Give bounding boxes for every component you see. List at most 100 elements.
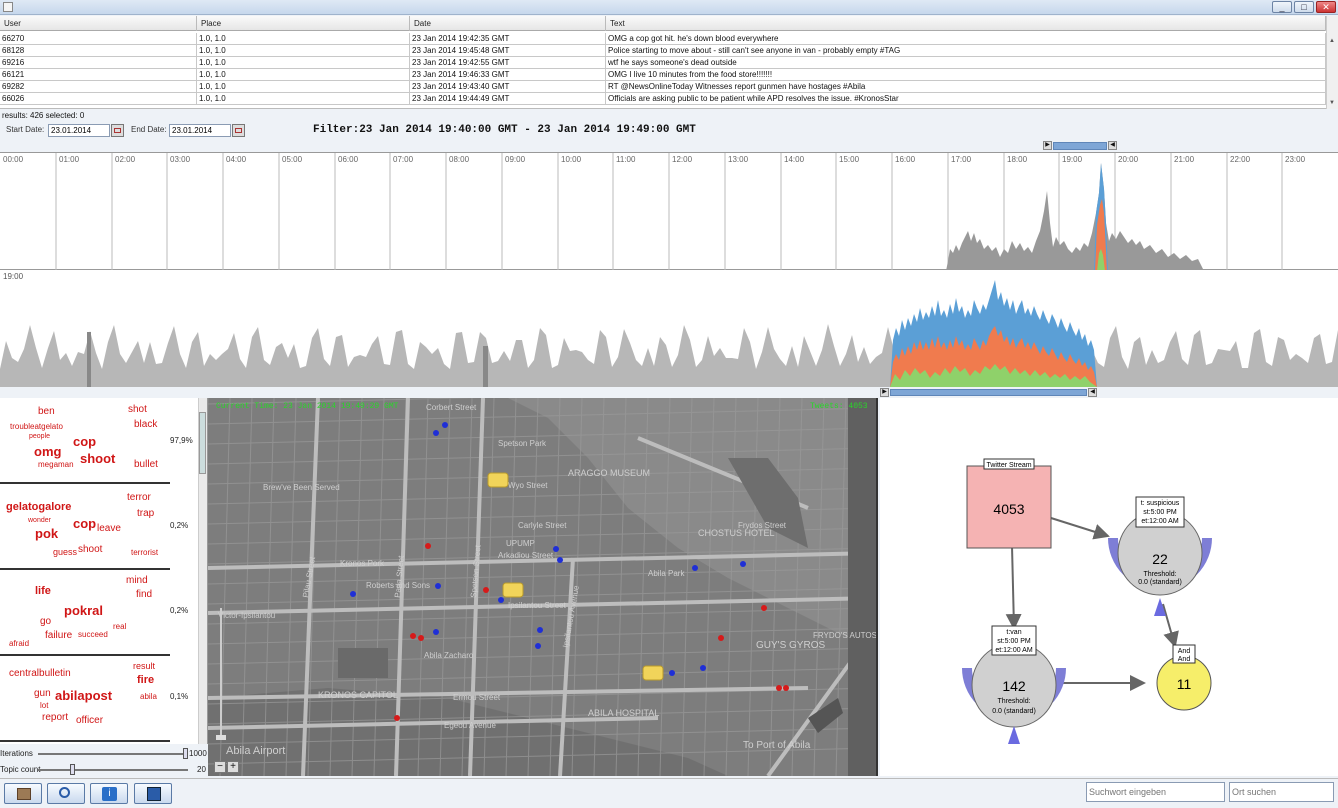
topic-scrollbar[interactable]: [198, 398, 207, 744]
svg-text:Arkadiou Street: Arkadiou Street: [498, 551, 554, 560]
range-left-handle[interactable]: ▶: [1043, 141, 1052, 150]
keyword-search-input[interactable]: [1086, 782, 1225, 802]
city-map[interactable]: Corbert Street Spetson Park Wyo Street A…: [208, 398, 878, 776]
detail-range-slider[interactable]: ▶ ◀: [880, 388, 1098, 397]
svg-text:Ipsilantou Street: Ipsilantou Street: [508, 601, 567, 610]
table-cell: 1.0, 1.0: [197, 57, 410, 69]
zoom-out-button[interactable]: −: [214, 761, 226, 773]
iterations-slider[interactable]: [183, 748, 188, 759]
tweet-marker: [394, 715, 400, 721]
title-bar: [0, 0, 1338, 15]
topic-scroll-thumb[interactable]: [199, 412, 206, 474]
range-right-handle[interactable]: ◀: [1108, 141, 1117, 150]
table-cell: Officials are asking public to be patien…: [606, 93, 1326, 105]
tweet-marker: [692, 565, 698, 571]
column-place[interactable]: Place: [197, 16, 410, 31]
save-button[interactable]: [134, 783, 172, 804]
column-text[interactable]: Text: [606, 16, 1326, 31]
topic-count-track[interactable]: [38, 769, 188, 771]
detail-timeline[interactable]: 19:00: [0, 270, 1338, 387]
hour-label: 04:00: [226, 155, 247, 164]
svg-text:ABILA HOSPITAL: ABILA HOSPITAL: [588, 708, 659, 718]
svg-text:Egeou Avenue: Egeou Avenue: [444, 721, 496, 730]
table-row[interactable]: 66026 1.0, 1.0 23 Jan 2014 19:44:49 GMT Off…: [0, 93, 1326, 105]
table-cell: Police starting to move about - still ca…: [606, 45, 1326, 57]
hour-label: 00:00: [3, 155, 24, 164]
hour-label: 17:00: [951, 155, 972, 164]
iterations-track[interactable]: [38, 753, 186, 755]
filter-graph[interactable]: Twitter Stream 4053 t: suspicious st:5:0…: [880, 398, 1338, 776]
topic-cloud[interactable]: ben shot troubleatgelato black people co…: [0, 400, 170, 484]
overview-chart: [55, 153, 1283, 271]
end-calendar-icon[interactable]: [232, 124, 245, 137]
topic-count-value: 20: [197, 765, 206, 774]
svg-text:et:12:00 AM: et:12:00 AM: [1141, 518, 1179, 525]
start-date-input[interactable]: [48, 124, 110, 137]
add-info-button[interactable]: i: [90, 783, 128, 804]
topic-panel[interactable]: ben shot troubleatgelato black people co…: [0, 398, 208, 744]
hour-label: 22:00: [1230, 155, 1251, 164]
table-row[interactable]: 69216 1.0, 1.0 23 Jan 2014 19:42:55 GMT wtf…: [0, 57, 1326, 69]
table-row[interactable]: 66121 1.0, 1.0 23 Jan 2014 19:46:33 GMT OMG…: [0, 69, 1326, 81]
tweet-marker: [776, 685, 782, 691]
svg-text:11: 11: [1177, 676, 1192, 692]
hour-label: 07:00: [393, 155, 414, 164]
table-cell: 23 Jan 2014 19:43:40 GMT: [410, 81, 606, 93]
svg-text:Abila Park: Abila Park: [648, 569, 685, 578]
table-cell: 1.0, 1.0: [197, 81, 410, 93]
svg-text:Brew've Been Served: Brew've Been Served: [263, 483, 340, 492]
map-tweet-count: Tweets: 4053: [810, 402, 868, 411]
search-button[interactable]: [47, 783, 85, 804]
svg-text:Spetson Park: Spetson Park: [498, 439, 547, 448]
svg-text:Roberts and Sons: Roberts and Sons: [366, 581, 430, 590]
svg-text:4053: 4053: [993, 501, 1024, 517]
maximize-button[interactable]: □: [1294, 1, 1314, 13]
svg-text:And: And: [1178, 648, 1191, 655]
table-row[interactable]: 69282 1.0, 1.0 23 Jan 2014 19:43:40 GMT RT …: [0, 81, 1326, 93]
svg-text:Kronos Pork: Kronos Pork: [340, 559, 385, 568]
column-date[interactable]: Date: [410, 16, 606, 31]
table-header: User Place Date Text: [0, 16, 1326, 31]
info-add-icon: i: [102, 787, 117, 801]
tweet-table[interactable]: User Place Date Text 66270 1.0, 1.0 23 Jan…: [0, 16, 1338, 109]
svg-text:Parla Street: Parla Street: [393, 555, 406, 599]
range-slider-thumb[interactable]: [1053, 142, 1107, 150]
topic-percentage: 0,2%: [170, 521, 189, 530]
svg-text:UPUMP: UPUMP: [506, 539, 535, 548]
table-row[interactable]: 68128 1.0, 1.0 23 Jan 2014 19:45:48 GMT Pol…: [0, 45, 1326, 57]
table-scrollbar[interactable]: ▲ ▼: [1326, 16, 1338, 109]
table-row[interactable]: 66270 1.0, 1.0 23 Jan 2014 19:42:35 GMT OMG…: [0, 33, 1326, 45]
topic-cloud[interactable]: centralbulletin result fire gun abilapos…: [0, 658, 170, 742]
table-cell: 66270: [0, 33, 197, 45]
hour-label: 09:00: [505, 155, 526, 164]
overview-timeline[interactable]: 00:00 01:00 02:00 03:00 04:00 05:00 06:00 07:00…: [0, 152, 1338, 271]
end-date-input[interactable]: [169, 124, 231, 137]
svg-text:Threshold:: Threshold:: [1143, 571, 1176, 578]
hour-label: 18:00: [1007, 155, 1028, 164]
column-user[interactable]: User: [0, 16, 197, 31]
hour-label: 10:00: [561, 155, 582, 164]
minimize-button[interactable]: _: [1272, 1, 1292, 13]
topic-cloud[interactable]: mind life find pokral go real failure su…: [0, 572, 170, 656]
topic-percentage: 0,1%: [170, 692, 189, 701]
svg-text:et:12:00 AM: et:12:00 AM: [995, 647, 1033, 654]
tweet-marker: [433, 430, 439, 436]
svg-text:Wyo Street: Wyo Street: [508, 481, 548, 490]
table-cell: 23 Jan 2014 19:44:49 GMT: [410, 93, 606, 105]
svg-text:142: 142: [1002, 678, 1026, 694]
archive-button[interactable]: [4, 783, 42, 804]
table-cell: wtf he says someone's dead outside: [606, 57, 1326, 69]
topic-count-slider[interactable]: [70, 764, 75, 775]
tweet-marker: [442, 422, 448, 428]
topic-cloud[interactable]: terror gelatogalore trap wonder cop leav…: [0, 486, 170, 570]
place-search-input[interactable]: [1229, 782, 1334, 802]
svg-text:st:5:00 PM: st:5:00 PM: [1143, 509, 1177, 516]
svg-text:st:5:00 PM: st:5:00 PM: [997, 638, 1031, 645]
close-button[interactable]: ✕: [1316, 1, 1336, 13]
hour-label: 12:00: [672, 155, 693, 164]
zoom-in-button[interactable]: +: [227, 761, 239, 773]
table-cell: 23 Jan 2014 19:42:55 GMT: [410, 57, 606, 69]
svg-text:t:van: t:van: [1006, 629, 1021, 636]
start-calendar-icon[interactable]: [111, 124, 124, 137]
tweet-marker: [718, 635, 724, 641]
